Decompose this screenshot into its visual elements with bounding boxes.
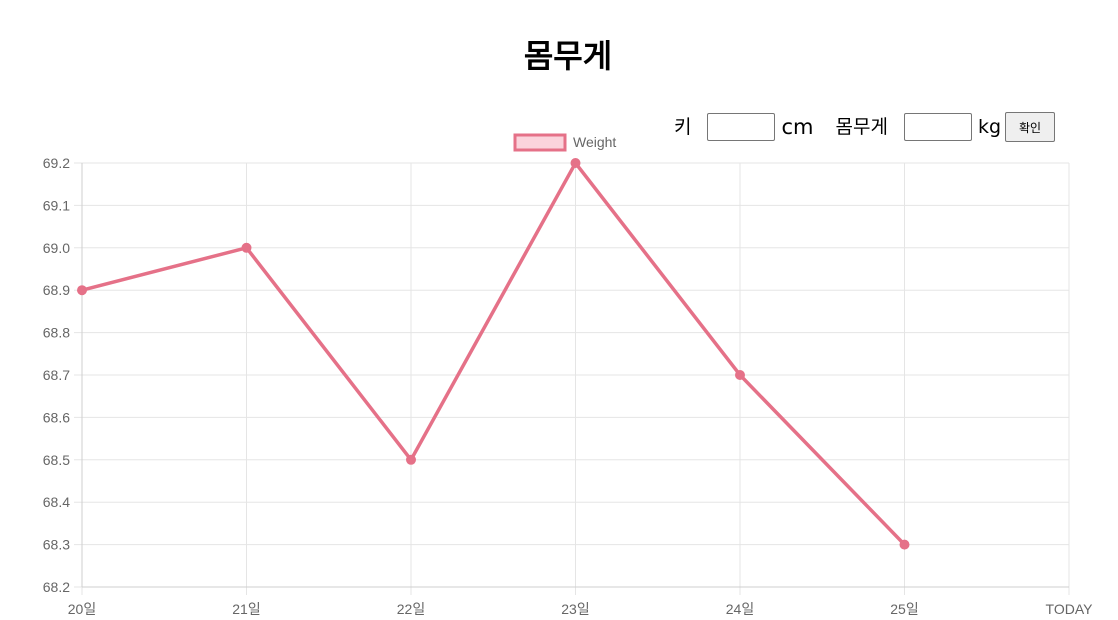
x-tick-label: 24일 bbox=[726, 601, 754, 617]
x-tick-label: 20일 bbox=[68, 601, 96, 617]
y-tick-label: 68.5 bbox=[43, 452, 70, 468]
confirm-button[interactable]: 확인 bbox=[1005, 112, 1056, 142]
page-title: 몸무게 bbox=[523, 37, 613, 75]
y-tick-label: 68.6 bbox=[43, 409, 70, 425]
height-unit: cm bbox=[781, 115, 814, 139]
y-tick-label: 69.2 bbox=[43, 155, 70, 171]
chart-axes: 69.2 69.1 69.0 68.9 68.8 68.7 68.6 68.5 68.4 68.3… bbox=[43, 155, 1093, 617]
x-tick-label: 21일 bbox=[232, 601, 260, 617]
x-tick-label: TODAY bbox=[1046, 601, 1094, 617]
weight-point bbox=[899, 539, 910, 550]
weight-input[interactable] bbox=[903, 113, 972, 141]
chart-series bbox=[77, 158, 910, 550]
x-tick-label: 23일 bbox=[561, 601, 589, 617]
weight-unit: kg bbox=[977, 116, 1002, 138]
weight-point bbox=[241, 242, 252, 253]
x-tick-label: 25일 bbox=[890, 601, 918, 617]
weight-point bbox=[735, 370, 745, 380]
chart-legend: Weight bbox=[513, 133, 616, 152]
y-tick-label: 68.9 bbox=[43, 282, 70, 298]
y-tick-label: 68.4 bbox=[43, 494, 70, 510]
weight-line bbox=[81, 159, 906, 546]
weight-point bbox=[570, 158, 581, 168]
height-label: 키 bbox=[674, 116, 692, 138]
weight-point bbox=[406, 454, 416, 465]
weight-label: 몸무게 bbox=[835, 116, 888, 138]
chart-grid bbox=[74, 162, 1070, 595]
y-tick-label: 68.3 bbox=[43, 537, 70, 553]
height-input[interactable] bbox=[707, 113, 776, 141]
weight-point bbox=[77, 285, 87, 296]
y-tick-label: 69.1 bbox=[43, 197, 70, 213]
y-tick-label: 68.7 bbox=[43, 367, 70, 383]
measurement-form: 키 cm 몸무게 kg 확인 bbox=[674, 111, 1056, 143]
y-tick-label: 68.8 bbox=[43, 325, 70, 341]
y-tick-label: 69.0 bbox=[43, 240, 70, 256]
y-tick-label: 68.2 bbox=[43, 579, 70, 595]
legend-swatch bbox=[513, 133, 567, 152]
legend-label: Weight bbox=[573, 134, 616, 150]
x-tick-label: 22일 bbox=[397, 601, 425, 617]
